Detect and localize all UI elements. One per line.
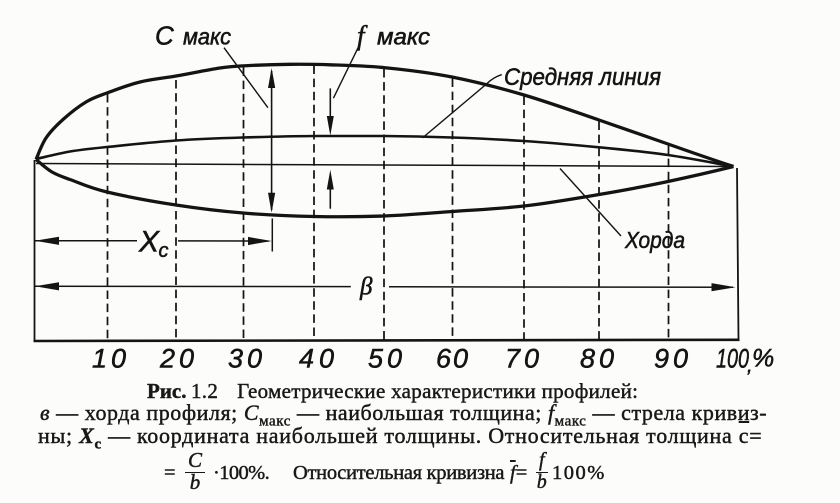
svg-text:80: 80 [580, 344, 614, 374]
svg-text:β: β [359, 274, 373, 301]
svg-text:c: c [159, 240, 169, 262]
svg-text:X: X [138, 226, 160, 259]
svg-text:70: 70 [505, 344, 539, 374]
svg-text:10: 10 [92, 344, 126, 374]
svg-text:макс: макс [377, 24, 431, 50]
svg-text:Средняя линия: Средняя линия [504, 64, 661, 91]
svg-text:f: f [357, 21, 368, 51]
svg-text:Хорда: Хорда [624, 227, 685, 253]
svg-text:100: 100 [716, 344, 749, 374]
svg-text:,: , [747, 355, 753, 377]
svg-text:%: % [752, 345, 774, 373]
svg-text:30: 30 [228, 344, 262, 374]
svg-text:50: 50 [368, 344, 402, 374]
svg-text:макс: макс [183, 24, 231, 50]
svg-text:90: 90 [654, 344, 688, 374]
svg-text:60: 60 [436, 344, 468, 374]
svg-text:20: 20 [159, 344, 194, 374]
svg-text:C: C [155, 21, 174, 51]
svg-text:40: 40 [299, 344, 334, 374]
